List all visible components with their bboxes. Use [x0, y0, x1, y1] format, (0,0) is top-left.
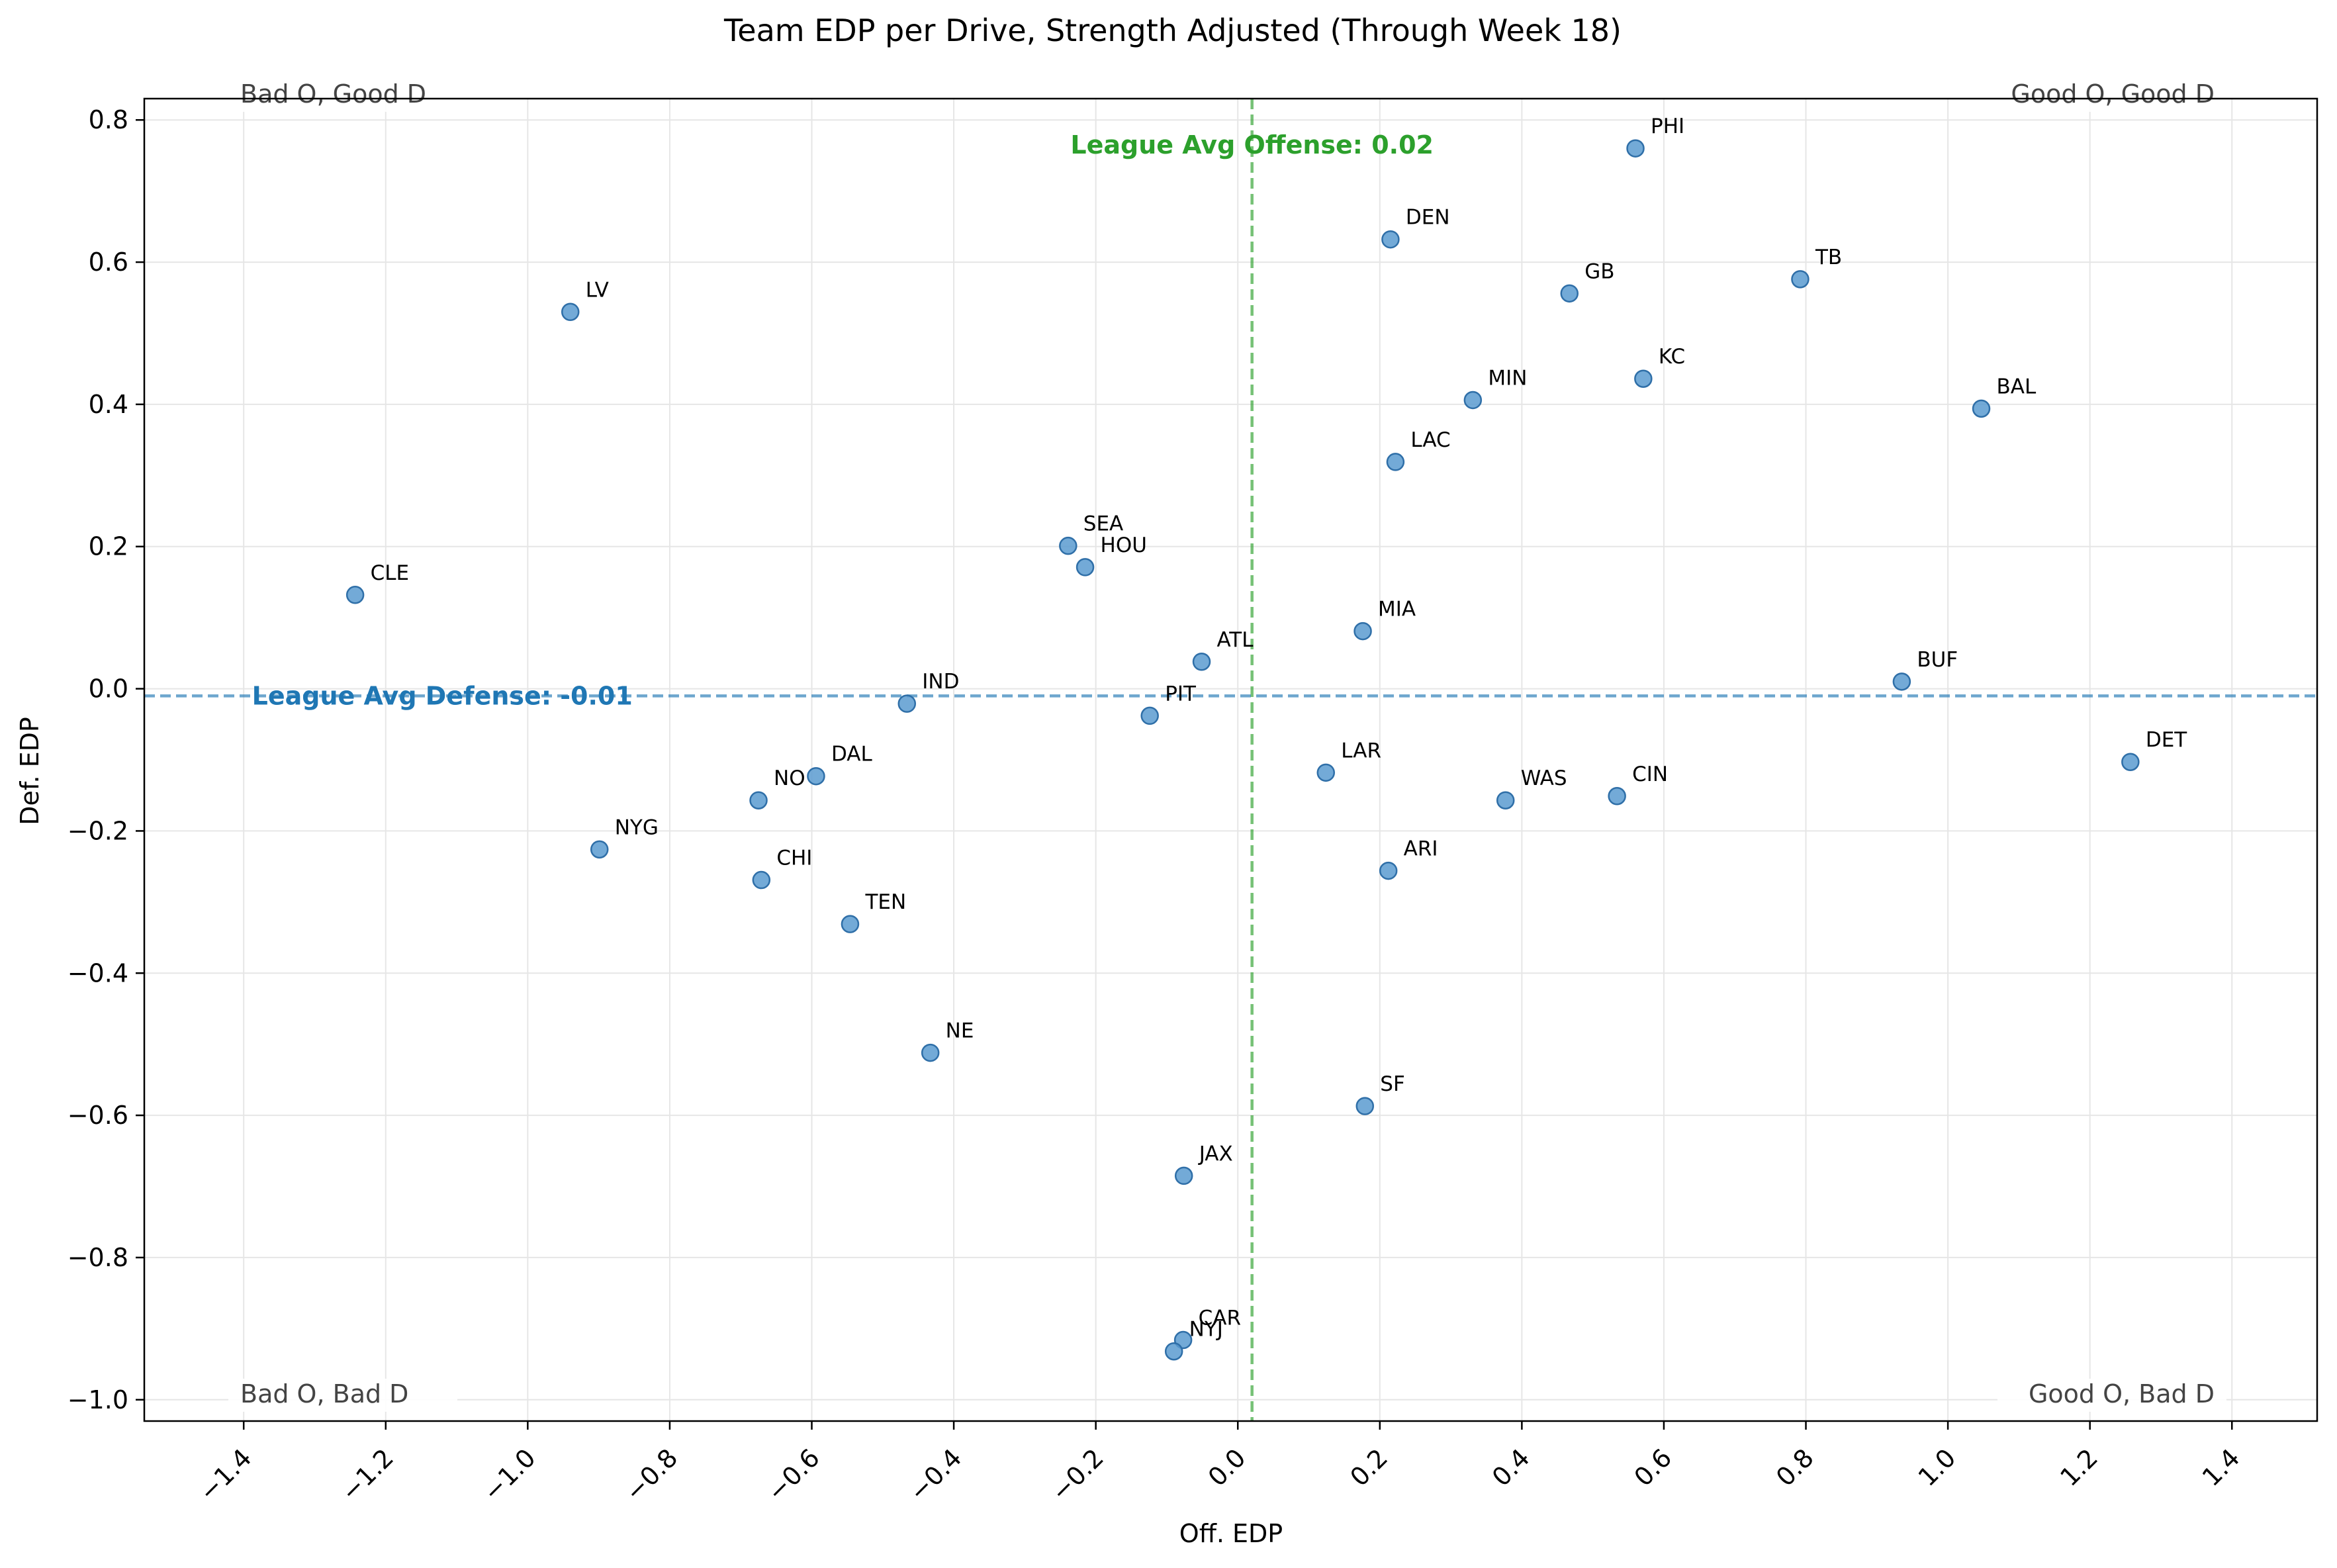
data-point-kc [1634, 369, 1653, 388]
team-label-sf: SF [1380, 1072, 1405, 1096]
chart-title: Team EDP per Drive, Strength Adjusted (T… [723, 13, 1622, 48]
quadrant-label-top-left-box [228, 79, 457, 112]
y-axis-label: Def. EDP [15, 717, 44, 825]
data-point-ari [1379, 861, 1398, 880]
y-tick-label: −1.0 [68, 1385, 128, 1414]
data-point-mia [1353, 622, 1372, 641]
team-label-ne: NE [946, 1019, 974, 1043]
team-label-kc: KC [1659, 345, 1685, 369]
team-label-pit: PIT [1165, 682, 1197, 706]
data-point-sea [1059, 536, 1077, 555]
data-point-phi [1626, 139, 1645, 158]
team-label-lac: LAC [1410, 428, 1450, 452]
team-label-cin: CIN [1632, 762, 1668, 786]
team-label-gb: GB [1584, 259, 1614, 283]
team-label-phi: PHI [1651, 115, 1684, 138]
data-point-den [1381, 230, 1400, 249]
data-point-buf [1892, 672, 1911, 691]
team-label-dal: DAL [831, 743, 873, 766]
data-point-atl [1192, 653, 1211, 671]
team-label-jax: JAX [1198, 1142, 1233, 1166]
team-label-den: DEN [1406, 206, 1450, 230]
team-label-no: NO [774, 766, 805, 790]
data-point-lar [1316, 763, 1336, 782]
y-tick-label: −0.4 [68, 958, 128, 988]
team-label-lar: LAR [1341, 739, 1381, 762]
team-label-det: DET [2146, 728, 2187, 752]
y-tick-label: 0.6 [89, 248, 128, 277]
data-point-ind [897, 694, 917, 713]
y-tick-label: 0.0 [89, 674, 128, 704]
y-tick-label: −0.6 [68, 1101, 128, 1130]
team-label-ten: TEN [864, 890, 906, 914]
data-point-jax [1174, 1166, 1193, 1185]
data-point-min [1463, 391, 1483, 410]
team-label-car: CAR [1199, 1307, 1241, 1330]
x-axis-label: Off. EDP [1179, 1519, 1283, 1548]
data-point-hou [1076, 558, 1095, 576]
data-point-ne [921, 1043, 940, 1062]
y-tick-label: −0.8 [68, 1243, 128, 1272]
y-tick-label: 0.4 [89, 390, 128, 419]
data-point-cin [1608, 787, 1626, 806]
data-point-bal [1972, 399, 1991, 418]
team-label-chi: CHI [776, 847, 812, 870]
y-tick-label: −0.2 [68, 816, 128, 845]
quadrant-label-top-right: Good O, Good D [2011, 79, 2215, 109]
team-label-nyg: NYG [615, 815, 659, 839]
data-point-ten [841, 915, 860, 933]
team-label-min: MIN [1488, 366, 1527, 390]
team-label-nyj: NYJ [1189, 1318, 1223, 1342]
team-label-was: WAS [1521, 766, 1567, 790]
data-point-nyg [590, 840, 609, 859]
league-avg-defense-label: League Avg Defense: -0.01 [252, 681, 633, 710]
team-label-ari: ARI [1404, 837, 1438, 861]
grid [144, 99, 2317, 1421]
team-label-lv: LV [586, 278, 609, 302]
team-label-ind: IND [922, 670, 959, 694]
team-label-tb: TB [1815, 246, 1842, 269]
quadrant-label-bottom-left: Bad O, Bad D [240, 1379, 408, 1408]
data-point-sf [1355, 1097, 1375, 1115]
data-point-no [749, 791, 768, 809]
plot-frame [143, 97, 2318, 1422]
team-label-hou: HOU [1101, 533, 1147, 557]
reference-lines: League Avg Offense: 0.02 League Avg Defen… [144, 99, 2317, 1421]
league-avg-offense-label: League Avg Offense: 0.02 [1070, 130, 1434, 160]
data-point-cle [345, 586, 365, 604]
quadrant-label-bottom-right: Good O, Bad D [2029, 1379, 2215, 1408]
team-label-mia: MIA [1378, 598, 1416, 622]
quadrant-labels: Bad O, Good D Good O, Good D Bad O, Bad D G… [228, 79, 2226, 1412]
y-tick-label: 0.8 [89, 105, 128, 134]
team-label-sea: SEA [1083, 512, 1123, 536]
quadrant-label-bottom-left-box [228, 1379, 457, 1412]
quadrant-label-top-right-box [1997, 79, 2226, 112]
quadrant-label-top-left: Bad O, Good D [240, 79, 426, 109]
data-point-chi [752, 870, 771, 890]
data-point-lac [1386, 453, 1405, 471]
quadrant-label-bottom-right-box [1997, 1379, 2226, 1412]
data-point-dal [807, 766, 825, 786]
team-label-bal: BAL [1997, 375, 2037, 398]
data-point-nyj [1164, 1342, 1183, 1361]
data-point-det [2121, 753, 2140, 771]
data-point-pit [1140, 706, 1159, 725]
data-point-was [1496, 791, 1515, 809]
y-tick-label: 0.2 [89, 532, 128, 561]
data-point-lv [561, 302, 580, 322]
team-label-atl: ATL [1217, 628, 1254, 652]
data-point-gb [1560, 284, 1579, 303]
team-label-cle: CLE [371, 561, 410, 585]
data-point-tb [1791, 270, 1810, 289]
team-label-buf: BUF [1917, 648, 1958, 672]
